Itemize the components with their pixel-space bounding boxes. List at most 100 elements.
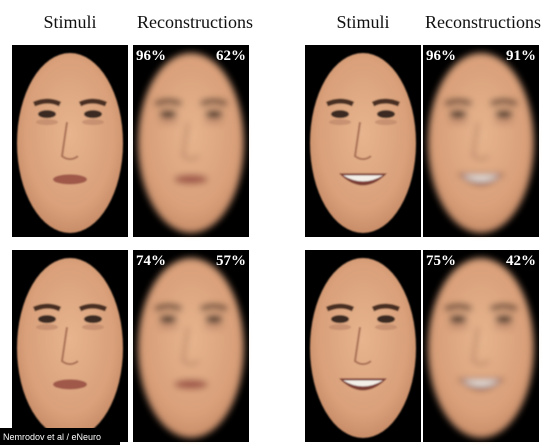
eye [377,110,395,119]
nose [60,121,79,161]
eye-shadow [157,324,179,331]
mouth [174,379,208,390]
eye [331,315,349,324]
face-image [423,250,539,442]
eye-shadow [375,119,397,126]
face-image [305,250,421,442]
eyebrow [199,303,228,312]
face-skin [428,258,534,438]
eye [205,110,223,119]
face [138,53,244,233]
nose [181,121,200,161]
match-left: 75% [426,253,456,269]
eye [84,315,102,324]
eye-shadow [493,324,515,331]
eye [495,110,513,119]
face [138,258,244,438]
eye-shadow [203,119,225,126]
teeth [461,380,501,387]
face [17,53,123,233]
mouth [53,379,87,390]
eye-shadow [82,119,104,126]
face-skin [310,258,416,438]
eyebrow [78,303,107,312]
teeth [343,380,383,387]
eye-shadow [157,119,179,126]
face-image [12,250,128,442]
eye [38,315,56,324]
face [428,53,534,233]
eye-shadow [329,119,351,126]
eyebrow [489,303,518,312]
header-reconstructions: Reconstructions [137,12,253,32]
match-right: 62% [216,48,246,64]
nose [353,121,372,161]
eye-shadow [82,324,104,331]
header-reconstructions: Reconstructions [425,12,541,32]
match-left: 96% [136,48,166,64]
teeth [343,175,383,182]
eye-shadow [493,119,515,126]
eyebrow [33,98,62,107]
eyebrow [371,303,400,312]
eye [159,315,177,324]
nose [60,326,79,366]
eye [449,110,467,119]
eye [205,315,223,324]
eye [377,315,395,324]
eye [331,110,349,119]
credit-bg [0,428,120,445]
face-skin [310,53,416,233]
mouth [53,174,87,185]
teeth [461,175,501,182]
mouth [174,174,208,185]
match-left: 74% [136,253,166,269]
match-right: 42% [506,253,536,269]
match-right: 57% [216,253,246,269]
face-skin [428,53,534,233]
header-stimuli: Stimuli [336,12,389,32]
eyebrow [154,98,183,107]
face [17,258,123,438]
nose [471,121,490,161]
face-image [12,45,128,237]
match-left: 96% [426,48,456,64]
credit: Nemrodov et al / eNeuro [3,432,101,442]
eyebrow [444,303,473,312]
eye-shadow [375,324,397,331]
header-stimuli: Stimuli [43,12,96,32]
face-skin [138,258,244,438]
eyebrow [444,98,473,107]
eyebrow [78,98,107,107]
eyebrow [199,98,228,107]
face-image [133,45,249,237]
eyebrow [33,303,62,312]
nose [181,326,200,366]
match-right: 91% [506,48,536,64]
eye [495,315,513,324]
eye-shadow [36,119,58,126]
eye-shadow [447,324,469,331]
face [428,258,534,438]
eye [84,110,102,119]
eyebrow [154,303,183,312]
nose [353,326,372,366]
eye-shadow [36,324,58,331]
face [310,53,416,233]
eyebrow [371,98,400,107]
eye [159,110,177,119]
face-image [423,45,539,237]
nose [471,326,490,366]
eyebrow [326,98,355,107]
face-image [133,250,249,442]
face [310,258,416,438]
face-skin [17,258,123,438]
eyebrow [489,98,518,107]
face-skin [17,53,123,233]
eyebrow [326,303,355,312]
eye-shadow [203,324,225,331]
face-skin [138,53,244,233]
eye-shadow [329,324,351,331]
eye [449,315,467,324]
